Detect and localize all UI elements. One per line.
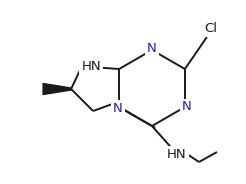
Polygon shape	[43, 84, 71, 95]
Text: N: N	[182, 100, 192, 114]
Text: HN: HN	[167, 148, 187, 160]
Text: N: N	[147, 42, 157, 54]
Text: HN: HN	[81, 59, 101, 72]
Text: Cl: Cl	[204, 22, 217, 36]
Text: N: N	[113, 102, 123, 114]
